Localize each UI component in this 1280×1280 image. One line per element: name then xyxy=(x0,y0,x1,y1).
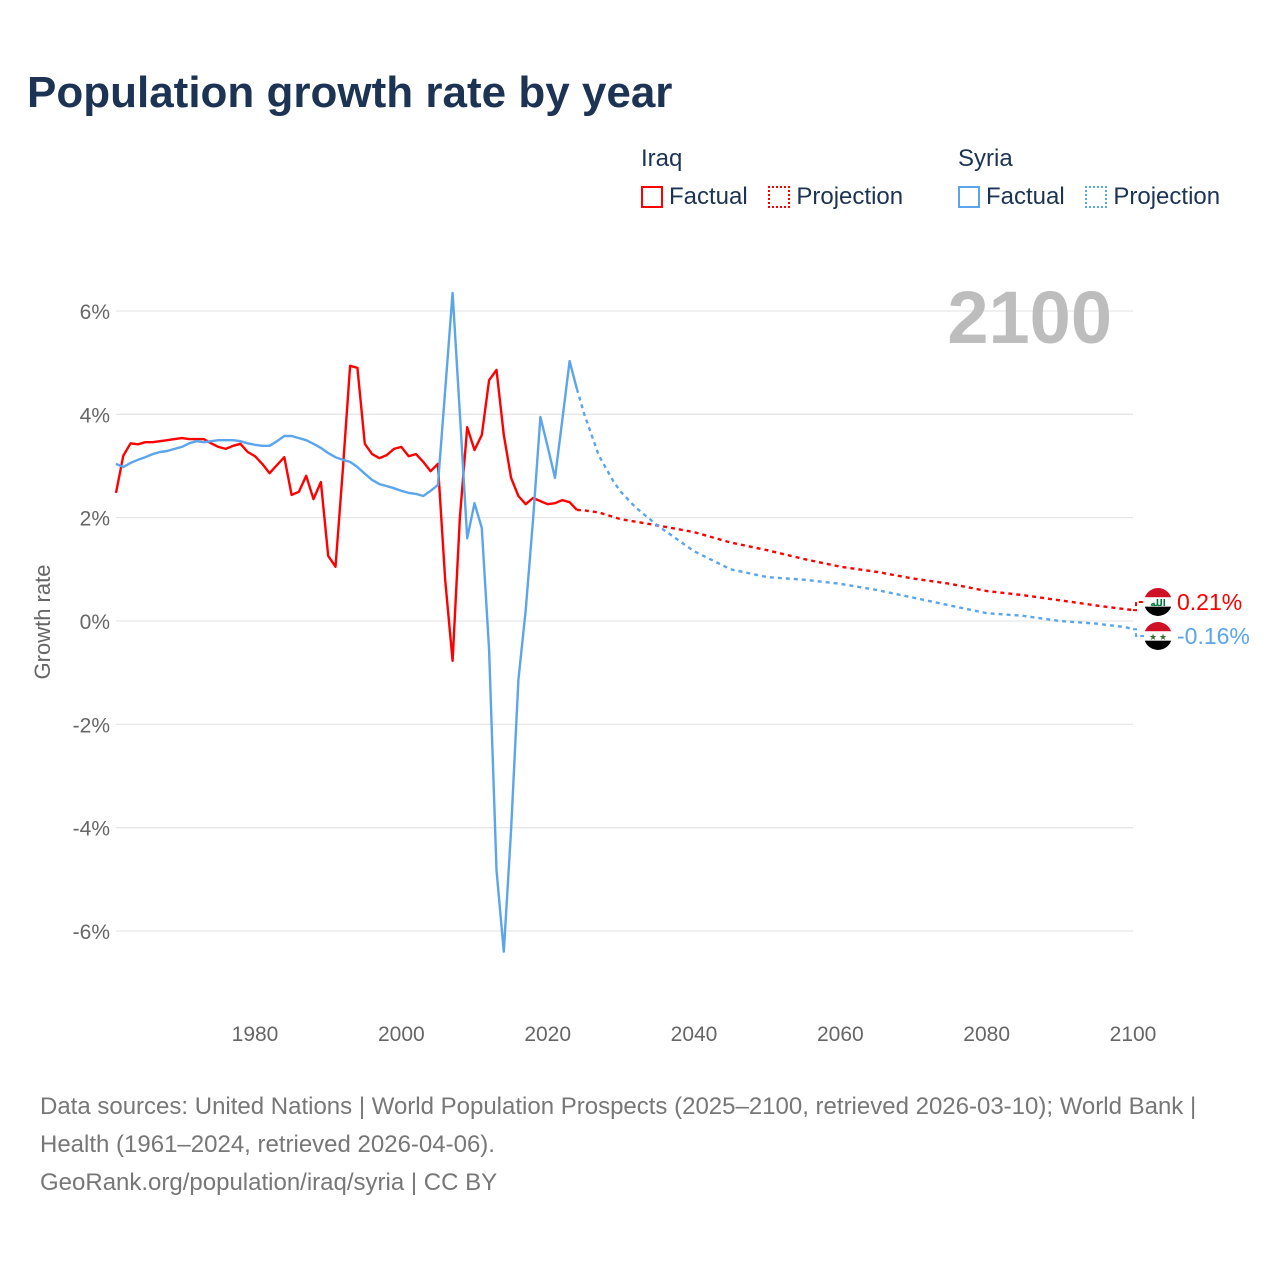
y-tick-label: 4% xyxy=(80,404,110,427)
y-tick-label: -2% xyxy=(73,714,110,737)
line-chart: 6% 4% 2% 0% -2% -4% -6% 1980 2000 2020 2040 2060 208… xyxy=(30,276,1250,1046)
year-watermark: 2100 xyxy=(947,276,1112,359)
x-tick-label: 2040 xyxy=(671,1023,718,1046)
factual-swatch-icon xyxy=(641,186,663,208)
factual-swatch-icon xyxy=(958,186,980,208)
y-tick-label: -4% xyxy=(73,818,110,841)
syria-factual-line xyxy=(115,291,579,953)
legend-label: Projection xyxy=(1113,183,1221,210)
legend-label: Factual xyxy=(986,183,1065,210)
x-tick-label: 2100 xyxy=(1110,1023,1157,1046)
syria-end-label: -0.16% xyxy=(1177,623,1250,649)
legend-iraq-factual[interactable]: Factual xyxy=(641,183,748,211)
syria-flag-icon: ★ ★ xyxy=(1144,622,1172,650)
iraq-projection-line xyxy=(576,508,1134,612)
attribution-link[interactable]: GeoRank.org/population/iraq/syria | CC B… xyxy=(40,1169,498,1196)
legend-label: Projection xyxy=(796,183,904,210)
syria-projection-line xyxy=(575,388,1134,631)
x-tick-label: 2020 xyxy=(524,1023,571,1046)
svg-text:الله: الله xyxy=(1150,598,1166,608)
end-connector xyxy=(1133,601,1146,612)
end-connector xyxy=(1133,628,1146,637)
y-tick-label: 6% xyxy=(80,301,110,324)
projection-swatch-icon xyxy=(768,186,791,208)
data-sources: Data sources: United Nations | World Pop… xyxy=(40,1093,1197,1158)
legend-syria-factual[interactable]: Factual xyxy=(958,183,1065,211)
legend-label: Factual xyxy=(669,183,748,210)
iraq-factual-line xyxy=(114,364,578,662)
svg-text:★: ★ xyxy=(1149,632,1157,642)
legend-iraq-projection[interactable]: Projection xyxy=(768,183,903,211)
footer: Data sources: United Nations | World Pop… xyxy=(40,1088,1240,1202)
chart-title: Population growth rate by year xyxy=(27,68,673,117)
x-tick-label: 2060 xyxy=(817,1023,864,1046)
projection-swatch-icon xyxy=(1085,186,1108,208)
legend-iraq-title: Iraq xyxy=(641,145,683,172)
legend-syria-title: Syria xyxy=(958,145,1013,172)
legend-syria-projection[interactable]: Projection xyxy=(1085,183,1220,211)
y-tick-label: 0% xyxy=(80,611,110,634)
iraq-end-label: 0.21% xyxy=(1177,589,1242,615)
y-tick-label: 2% xyxy=(80,508,110,531)
svg-text:★: ★ xyxy=(1159,632,1167,642)
x-tick-label: 1980 xyxy=(232,1023,279,1046)
iraq-flag-icon: الله xyxy=(1144,588,1172,616)
y-tick-label: -6% xyxy=(73,921,110,944)
legend-iraq: Iraq Factual Projection xyxy=(641,145,917,215)
y-axis-label: Growth rate xyxy=(30,565,55,680)
legend-syria: Syria Factual Projection xyxy=(958,145,1234,215)
x-tick-label: 2000 xyxy=(378,1023,425,1046)
x-tick-label: 2080 xyxy=(963,1023,1010,1046)
